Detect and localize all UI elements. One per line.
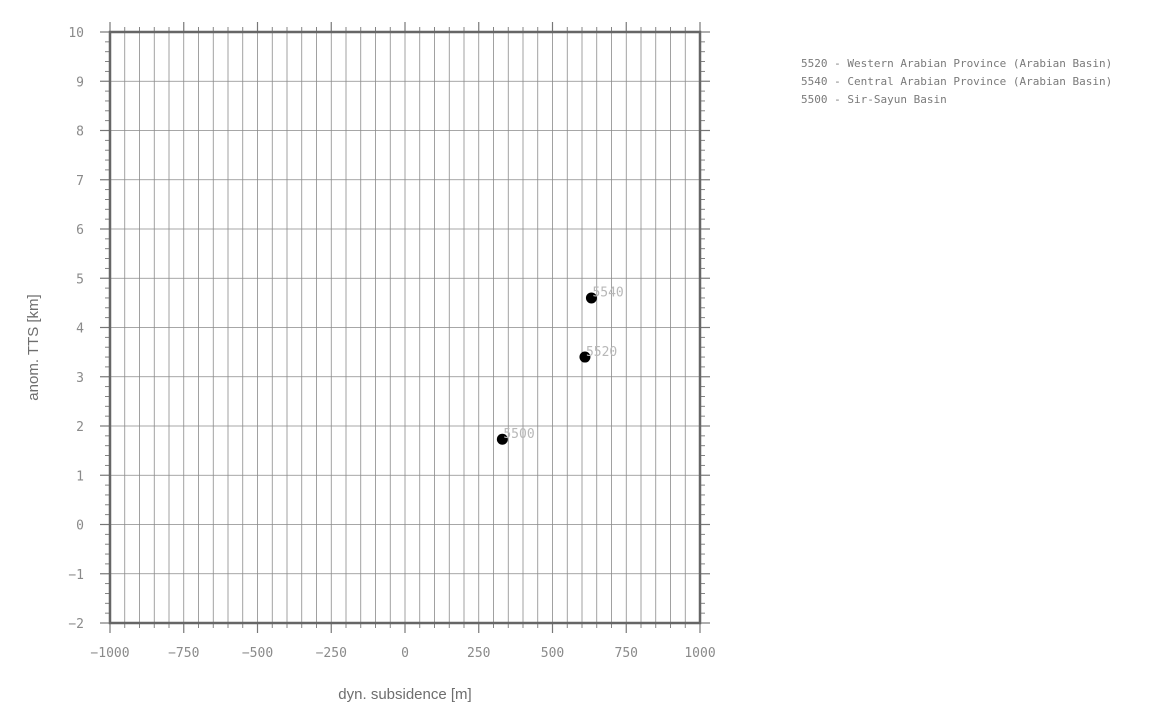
y-tick-label: 9 (76, 75, 84, 90)
x-tick-label: 250 (467, 646, 490, 661)
x-tick-label: −500 (242, 646, 273, 661)
y-tick-label: −1 (68, 568, 84, 583)
data-point-5520 (579, 351, 591, 363)
legend: 5520 - Western Arabian Province (Arabian… (801, 57, 1112, 106)
y-tick-label: 0 (76, 519, 84, 534)
x-tick-label: 750 (615, 646, 638, 661)
y-tick-label: 8 (76, 125, 84, 140)
legend-entry: 5520 - Western Arabian Province (Arabian… (801, 57, 1112, 70)
y-tick-label: 3 (76, 371, 84, 386)
y-tick-label: 10 (68, 26, 84, 41)
x-tick-label: 1000 (684, 646, 715, 661)
data-point-5500 (496, 433, 508, 445)
x-tick-label: −750 (168, 646, 199, 661)
x-tick-label: −1000 (90, 646, 129, 661)
data-point-5540 (585, 292, 597, 304)
x-tick-label: −250 (316, 646, 347, 661)
x-axis-label: dyn. subsidence [m] (338, 686, 471, 703)
y-tick-label: −2 (68, 617, 84, 632)
data-point-label: 5520 (586, 345, 617, 360)
y-tick-label: 5 (76, 272, 84, 287)
y-tick-label: 2 (76, 420, 84, 435)
y-tick-label: 1 (76, 469, 84, 484)
legend-entry: 5540 - Central Arabian Province (Arabian… (801, 75, 1112, 88)
legend-entry: 5500 - Sir-Sayun Basin (801, 93, 947, 106)
data-points: 5540 5520 5500 (496, 286, 624, 445)
tick-labels: −1000 −750 −500 −250 0 250 500 750 1000 −2 −1 0 1 2 3 4… (68, 26, 715, 661)
y-axis-label: anom. TTS [km] (25, 294, 42, 400)
plot-frame (108, 30, 702, 625)
y-tick-label: 6 (76, 223, 84, 238)
x-tick-label: 500 (541, 646, 564, 661)
y-tick-label: 7 (76, 174, 84, 189)
y-tick-label: 4 (76, 322, 84, 337)
data-point-label: 5540 (592, 286, 623, 301)
x-tick-label: 0 (401, 646, 409, 661)
data-point-label: 5500 (503, 427, 534, 442)
grid-layer (109, 31, 701, 624)
